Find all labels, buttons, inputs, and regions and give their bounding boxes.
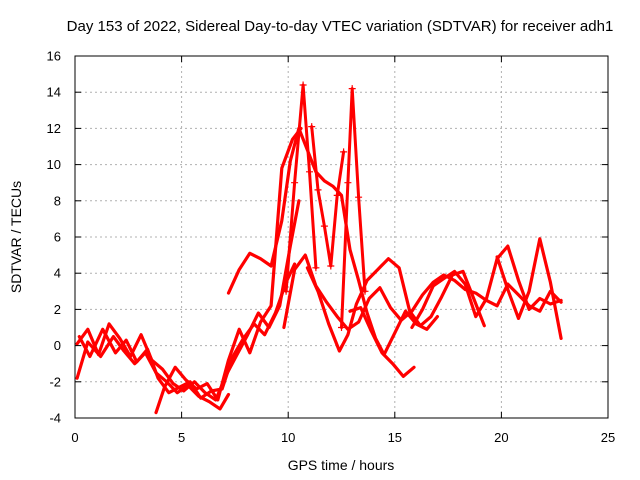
data-point bbox=[333, 191, 341, 199]
data-point bbox=[340, 148, 348, 156]
y-tick-label: 6 bbox=[54, 230, 61, 245]
x-tick-label: 25 bbox=[601, 430, 615, 445]
data-point bbox=[320, 222, 328, 230]
series-sat-j bbox=[495, 237, 563, 340]
data-point bbox=[344, 179, 352, 187]
data-point bbox=[282, 287, 290, 295]
series-sat-b bbox=[77, 262, 297, 400]
axis-ticks: 0 5 10 15 20 25 -4 -2 0 2 4 6 8 10 12 14 16 bbox=[47, 49, 616, 446]
y-tick-label: 12 bbox=[47, 121, 61, 136]
markers-spike-b bbox=[338, 85, 369, 331]
x-tick-label: 20 bbox=[494, 430, 508, 445]
data-point bbox=[312, 264, 320, 272]
x-tick-label: 0 bbox=[71, 430, 78, 445]
y-tick-label: 0 bbox=[54, 338, 61, 353]
y-axis-label: SDTVAR / TECUs bbox=[8, 181, 24, 293]
data-point bbox=[327, 262, 335, 270]
series-sat-i bbox=[410, 244, 563, 330]
x-tick-label: 5 bbox=[178, 430, 185, 445]
data-point bbox=[355, 193, 363, 201]
chart-title: Day 153 of 2022, Sidereal Day-to-day VTE… bbox=[67, 18, 614, 35]
series-sat-c bbox=[75, 199, 301, 402]
y-tick-label: 2 bbox=[54, 302, 61, 317]
y-tick-label: -2 bbox=[49, 374, 61, 389]
data-point bbox=[338, 324, 345, 331]
data-point bbox=[291, 179, 299, 187]
y-tick-label: 10 bbox=[47, 157, 61, 172]
data-point bbox=[314, 186, 322, 194]
series-sat-g bbox=[305, 257, 486, 353]
series-sat-e bbox=[226, 126, 439, 357]
markers-spike-a bbox=[282, 81, 320, 295]
series-sat-f bbox=[282, 253, 563, 331]
data-point bbox=[308, 123, 316, 131]
y-tick-label: 8 bbox=[54, 193, 61, 208]
series-sat-d bbox=[154, 126, 303, 415]
data-point bbox=[299, 81, 307, 89]
x-tick-label: 15 bbox=[388, 430, 402, 445]
data-point bbox=[348, 85, 356, 93]
series-spike-c bbox=[310, 125, 346, 268]
y-tick-label: 16 bbox=[47, 49, 61, 64]
x-axis-label: GPS time / hours bbox=[288, 457, 395, 473]
y-tick-label: 4 bbox=[54, 266, 61, 281]
data-point bbox=[361, 287, 369, 295]
data-point bbox=[306, 168, 313, 176]
y-tick-label: -4 bbox=[49, 411, 61, 426]
x-tick-label: 10 bbox=[281, 430, 295, 445]
markers-spike-c bbox=[308, 123, 348, 270]
y-tick-label: 14 bbox=[47, 85, 61, 100]
series-sat-h bbox=[348, 306, 416, 378]
data-series bbox=[75, 81, 563, 415]
